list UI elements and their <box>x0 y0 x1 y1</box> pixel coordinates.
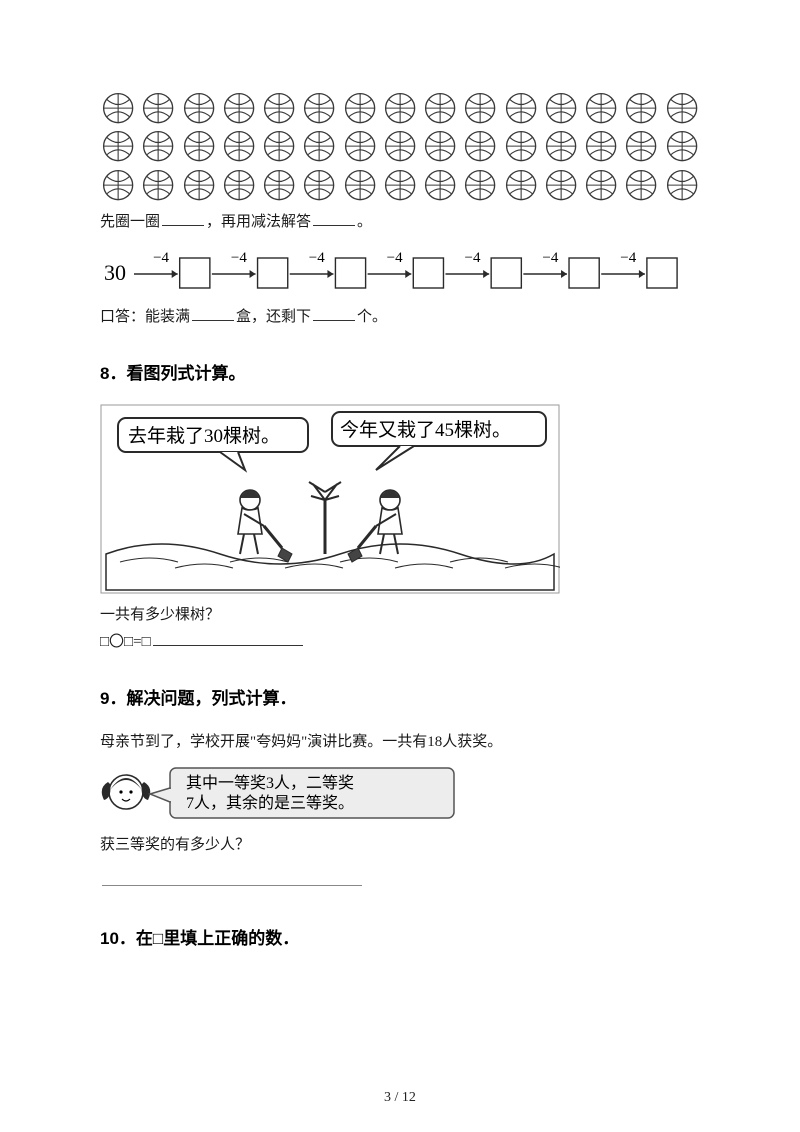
planting-svg: 去年栽了30棵树。 今年又栽了45棵树。 <box>100 404 560 594</box>
blank <box>313 307 355 321</box>
basketball-icon <box>100 167 136 203</box>
basketball-icon <box>342 128 378 164</box>
svg-text:30: 30 <box>104 260 126 285</box>
basketball-icon <box>623 128 659 164</box>
svg-text:−4: −4 <box>387 250 403 266</box>
q9-svg: 其中一等奖3人，二等奖7人，其余的是三等奖。 <box>100 762 460 826</box>
basketball-icon <box>382 128 418 164</box>
planting-figure: 去年栽了30棵树。 今年又栽了45棵树。 <box>100 404 560 594</box>
text: ，再用减法解答 <box>206 214 311 230</box>
q7-line2: 口答：能装满 盒，还剩下 个。 <box>100 304 700 331</box>
basketball-icon <box>342 167 378 203</box>
basketball-icon <box>583 90 619 126</box>
basketball-icon <box>543 90 579 126</box>
q9-intro: 母亲节到了，学校开展"夸妈妈"演讲比赛。一共有18人获奖。 <box>100 729 700 756</box>
q9-bubble-figure: 其中一等奖3人，二等奖7人，其余的是三等奖。 <box>100 762 460 826</box>
q9-question: 获三等奖的有多少人？ <box>100 832 700 859</box>
q8-expression: □〇□=□ <box>100 629 700 656</box>
q9-title: 解决问题，列式计算． <box>126 689 296 708</box>
basketball-icon <box>664 167 700 203</box>
basketball-icon <box>462 128 498 164</box>
basketball-icon <box>301 128 337 164</box>
q9-heading: 9．解决问题，列式计算． <box>100 684 700 709</box>
basketball-icon <box>181 167 217 203</box>
text: 盒，还剩下 <box>236 309 311 325</box>
q10-num: 10． <box>100 924 136 949</box>
svg-text:−4: −4 <box>309 250 325 266</box>
basketball-icon <box>261 167 297 203</box>
basketball-icon <box>623 90 659 126</box>
text: 先圈一圈 <box>100 214 160 230</box>
q10-heading: 10．在□里填上正确的数． <box>100 924 700 949</box>
basketball-icon <box>503 128 539 164</box>
basketball-icon <box>503 167 539 203</box>
chain-svg: 30 −4 −4 −4 −4 −4 −4 −4 <box>100 242 700 300</box>
q7-line1: 先圈一圈 ，再用减法解答 。 <box>100 209 700 236</box>
blank <box>102 872 362 886</box>
basketball-icon <box>543 128 579 164</box>
basketball-icon <box>623 167 659 203</box>
q9-answer-line <box>100 869 700 896</box>
text: 个。 <box>357 309 387 325</box>
basketball-icon <box>100 90 136 126</box>
text: 口答：能装满 <box>100 309 190 325</box>
basketball-icon <box>301 90 337 126</box>
svg-text:−4: −4 <box>231 250 247 266</box>
basketball-icon <box>422 90 458 126</box>
basketball-icon <box>664 128 700 164</box>
basketball-icon <box>422 128 458 164</box>
basketball-icon <box>342 90 378 126</box>
basketball-icon <box>221 128 257 164</box>
basketball-icon <box>261 90 297 126</box>
basketball-icon <box>181 90 217 126</box>
basketball-icon <box>382 167 418 203</box>
basketball-icon <box>462 90 498 126</box>
svg-text:−4: −4 <box>153 250 169 266</box>
q8-num: 8． <box>100 359 126 384</box>
basketball-icon <box>181 128 217 164</box>
blank <box>313 212 355 226</box>
expr-text: □〇□=□ <box>100 634 151 650</box>
blank <box>192 307 234 321</box>
basketball-icon <box>221 90 257 126</box>
svg-text:−4: −4 <box>542 250 558 266</box>
text: 。 <box>357 214 372 230</box>
blank <box>162 212 204 226</box>
svg-text:−4: −4 <box>620 250 636 266</box>
subtraction-chain: 30 −4 −4 −4 −4 −4 −4 −4 <box>100 242 700 300</box>
basketball-icon <box>382 90 418 126</box>
basketball-icon <box>422 167 458 203</box>
page-number: 3 / 12 <box>0 1090 800 1106</box>
basketball-icon <box>462 167 498 203</box>
basketball-icon <box>583 167 619 203</box>
svg-text:−4: −4 <box>465 250 481 266</box>
basketball-icon <box>100 128 136 164</box>
q8-title: 看图列式计算。 <box>126 364 245 383</box>
blank <box>153 632 303 646</box>
q9-num: 9． <box>100 684 126 709</box>
basketball-icon <box>583 128 619 164</box>
basketball-icon <box>140 128 176 164</box>
basketball-icon <box>301 167 337 203</box>
q8-heading: 8．看图列式计算。 <box>100 359 700 384</box>
q10-title: 在□里填上正确的数． <box>136 929 299 948</box>
svg-text:7人，其余的是三等奖。: 7人，其余的是三等奖。 <box>186 793 354 812</box>
basketball-icon <box>503 90 539 126</box>
svg-text:今年又栽了45棵树。: 今年又栽了45棵树。 <box>340 419 511 441</box>
basketball-icon <box>543 167 579 203</box>
q8-question: 一共有多少棵树？ <box>100 602 700 629</box>
basketball-icon <box>664 90 700 126</box>
svg-text:去年栽了30棵树。: 去年栽了30棵树。 <box>128 425 280 447</box>
basketball-grid <box>100 90 700 203</box>
basketball-icon <box>140 90 176 126</box>
basketball-icon <box>140 167 176 203</box>
basketball-icon <box>221 167 257 203</box>
basketball-icon <box>261 128 297 164</box>
svg-text:其中一等奖3人，二等奖: 其中一等奖3人，二等奖 <box>186 774 354 792</box>
